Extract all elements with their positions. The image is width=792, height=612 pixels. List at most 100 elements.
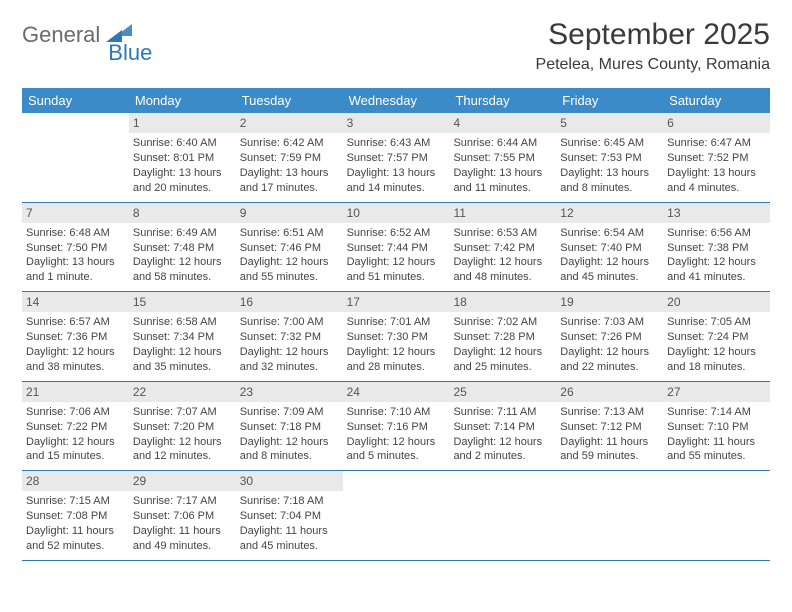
sunrise-text: Sunrise: 6:42 AM bbox=[240, 136, 339, 151]
daylight-text: and 58 minutes. bbox=[133, 270, 232, 285]
sunrise-text: Sunrise: 7:01 AM bbox=[347, 315, 446, 330]
sunset-text: Sunset: 7:48 PM bbox=[133, 241, 232, 256]
day-number: 5 bbox=[556, 113, 663, 133]
day-number: 11 bbox=[449, 203, 556, 223]
week-row: 1Sunrise: 6:40 AMSunset: 8:01 PMDaylight… bbox=[22, 113, 770, 203]
daylight-text: and 18 minutes. bbox=[667, 360, 766, 375]
day-number: 22 bbox=[129, 382, 236, 402]
daylight-text: Daylight: 12 hours bbox=[240, 255, 339, 270]
sunrise-text: Sunrise: 7:03 AM bbox=[560, 315, 659, 330]
daylight-text: and 25 minutes. bbox=[453, 360, 552, 375]
daylight-text: and 49 minutes. bbox=[133, 539, 232, 554]
sunrise-text: Sunrise: 7:00 AM bbox=[240, 315, 339, 330]
daylight-text: Daylight: 12 hours bbox=[347, 345, 446, 360]
weekday-monday: Monday bbox=[129, 88, 236, 113]
day-cell: 20Sunrise: 7:05 AMSunset: 7:24 PMDayligh… bbox=[663, 292, 770, 381]
daylight-text: Daylight: 12 hours bbox=[347, 255, 446, 270]
location: Petelea, Mures County, Romania bbox=[536, 56, 770, 74]
daylight-text: and 8 minutes. bbox=[240, 449, 339, 464]
sunrise-text: Sunrise: 6:57 AM bbox=[26, 315, 125, 330]
daylight-text: Daylight: 13 hours bbox=[453, 166, 552, 181]
month-title: September 2025 bbox=[536, 18, 770, 52]
daylight-text: Daylight: 11 hours bbox=[560, 435, 659, 450]
day-number: 25 bbox=[449, 382, 556, 402]
sunrise-text: Sunrise: 6:45 AM bbox=[560, 136, 659, 151]
day-cell: 12Sunrise: 6:54 AMSunset: 7:40 PMDayligh… bbox=[556, 203, 663, 292]
sunset-text: Sunset: 7:08 PM bbox=[26, 509, 125, 524]
day-number: 27 bbox=[663, 382, 770, 402]
day-cell: 10Sunrise: 6:52 AMSunset: 7:44 PMDayligh… bbox=[343, 203, 450, 292]
day-number: 29 bbox=[129, 471, 236, 491]
sunrise-text: Sunrise: 7:10 AM bbox=[347, 405, 446, 420]
day-number: 1 bbox=[129, 113, 236, 133]
daylight-text: Daylight: 12 hours bbox=[26, 435, 125, 450]
daylight-text: Daylight: 12 hours bbox=[26, 345, 125, 360]
sunrise-text: Sunrise: 7:18 AM bbox=[240, 494, 339, 509]
day-number: 3 bbox=[343, 113, 450, 133]
daylight-text: and 2 minutes. bbox=[453, 449, 552, 464]
sunrise-text: Sunrise: 6:43 AM bbox=[347, 136, 446, 151]
daylight-text: Daylight: 13 hours bbox=[560, 166, 659, 181]
sunset-text: Sunset: 7:36 PM bbox=[26, 330, 125, 345]
daylight-text: Daylight: 12 hours bbox=[240, 435, 339, 450]
day-cell: 16Sunrise: 7:00 AMSunset: 7:32 PMDayligh… bbox=[236, 292, 343, 381]
day-number: 12 bbox=[556, 203, 663, 223]
daylight-text: and 45 minutes. bbox=[240, 539, 339, 554]
day-number: 9 bbox=[236, 203, 343, 223]
day-cell bbox=[449, 471, 556, 560]
sunrise-text: Sunrise: 6:44 AM bbox=[453, 136, 552, 151]
day-cell: 11Sunrise: 6:53 AMSunset: 7:42 PMDayligh… bbox=[449, 203, 556, 292]
sunrise-text: Sunrise: 7:13 AM bbox=[560, 405, 659, 420]
daylight-text: Daylight: 12 hours bbox=[240, 345, 339, 360]
daylight-text: Daylight: 11 hours bbox=[667, 435, 766, 450]
daylight-text: and 22 minutes. bbox=[560, 360, 659, 375]
day-cell: 6Sunrise: 6:47 AMSunset: 7:52 PMDaylight… bbox=[663, 113, 770, 202]
sunset-text: Sunset: 7:46 PM bbox=[240, 241, 339, 256]
day-cell bbox=[556, 471, 663, 560]
logo-text-blue: Blue bbox=[108, 40, 152, 66]
daylight-text: and 51 minutes. bbox=[347, 270, 446, 285]
sunset-text: Sunset: 7:16 PM bbox=[347, 420, 446, 435]
sunset-text: Sunset: 7:18 PM bbox=[240, 420, 339, 435]
weekday-wednesday: Wednesday bbox=[343, 88, 450, 113]
day-cell: 14 Sunrise: 6:57 AMSunset: 7:36 PMDayligh… bbox=[22, 292, 129, 381]
day-cell: 3Sunrise: 6:43 AMSunset: 7:57 PMDaylight… bbox=[343, 113, 450, 202]
day-number: 30 bbox=[236, 471, 343, 491]
daylight-text: and 11 minutes. bbox=[453, 181, 552, 196]
daylight-text: Daylight: 11 hours bbox=[133, 524, 232, 539]
sunset-text: Sunset: 7:10 PM bbox=[667, 420, 766, 435]
day-cell: 5 Sunrise: 6:45 AMSunset: 7:53 PMDaylight… bbox=[556, 113, 663, 202]
logo-text-general: General bbox=[22, 22, 100, 48]
day-cell: 25Sunrise: 7:11 AMSunset: 7:14 PMDayligh… bbox=[449, 382, 556, 471]
day-cell: 8Sunrise: 6:49 AMSunset: 7:48 PMDaylight… bbox=[129, 203, 236, 292]
sunrise-text: Sunrise: 7:05 AM bbox=[667, 315, 766, 330]
sunrise-text: Sunrise: 7:02 AM bbox=[453, 315, 552, 330]
sunset-text: Sunset: 7:40 PM bbox=[560, 241, 659, 256]
sunrise-text: Sunrise: 6:56 AM bbox=[667, 226, 766, 241]
daylight-text: Daylight: 13 hours bbox=[667, 166, 766, 181]
weeks-container: 1Sunrise: 6:40 AMSunset: 8:01 PMDaylight… bbox=[22, 113, 770, 561]
daylight-text: and 45 minutes. bbox=[560, 270, 659, 285]
sunset-text: Sunset: 7:20 PM bbox=[133, 420, 232, 435]
day-cell bbox=[22, 113, 129, 202]
daylight-text: Daylight: 13 hours bbox=[347, 166, 446, 181]
day-cell: 15Sunrise: 6:58 AMSunset: 7:34 PMDayligh… bbox=[129, 292, 236, 381]
day-number: 18 bbox=[449, 292, 556, 312]
day-cell: 18Sunrise: 7:02 AMSunset: 7:28 PMDayligh… bbox=[449, 292, 556, 381]
sunset-text: Sunset: 7:53 PM bbox=[560, 151, 659, 166]
day-cell: 30Sunrise: 7:18 AMSunset: 7:04 PMDayligh… bbox=[236, 471, 343, 560]
sunrise-text: Sunrise: 7:06 AM bbox=[26, 405, 125, 420]
daylight-text: Daylight: 11 hours bbox=[26, 524, 125, 539]
sunrise-text: Sunrise: 6:52 AM bbox=[347, 226, 446, 241]
daylight-text: Daylight: 12 hours bbox=[133, 345, 232, 360]
daylight-text: and 8 minutes. bbox=[560, 181, 659, 196]
day-cell: 24Sunrise: 7:10 AMSunset: 7:16 PMDayligh… bbox=[343, 382, 450, 471]
daylight-text: Daylight: 12 hours bbox=[560, 345, 659, 360]
day-number: 14 bbox=[22, 292, 129, 312]
daylight-text: and 20 minutes. bbox=[133, 181, 232, 196]
week-row: 21Sunrise: 7:06 AMSunset: 7:22 PMDayligh… bbox=[22, 382, 770, 472]
sunrise-text: Sunrise: 6:49 AM bbox=[133, 226, 232, 241]
sunset-text: Sunset: 7:55 PM bbox=[453, 151, 552, 166]
day-number: 20 bbox=[663, 292, 770, 312]
sunrise-text: Sunrise: 7:17 AM bbox=[133, 494, 232, 509]
